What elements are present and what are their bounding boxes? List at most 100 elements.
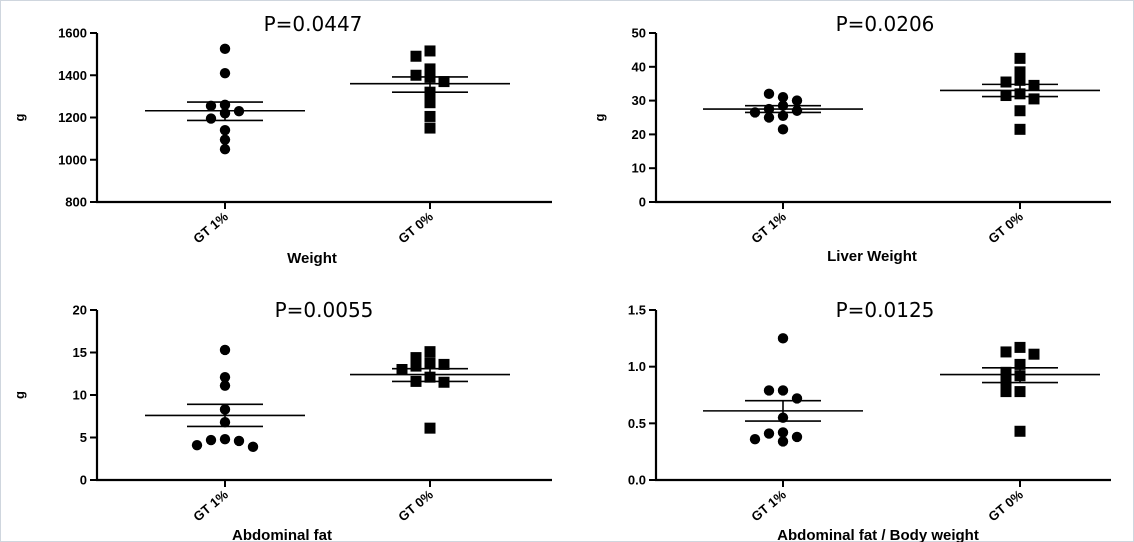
data-point	[1028, 93, 1040, 105]
chart-title: P=0.0206	[836, 12, 935, 36]
data-point	[777, 100, 789, 111]
series-group-2	[940, 52, 1100, 135]
x-tick-label: GT 1%	[190, 209, 231, 247]
y-tick-label: 800	[65, 195, 87, 210]
data-point	[410, 69, 422, 81]
data-point	[219, 67, 231, 79]
data-point	[763, 428, 775, 439]
y-tick-label: 0.5	[628, 416, 646, 431]
data-point	[219, 43, 231, 55]
y-tick-label: 15	[73, 345, 87, 360]
data-point	[777, 385, 789, 396]
x-tick-label: GT 0%	[395, 487, 436, 525]
data-point	[749, 107, 761, 118]
data-point	[1000, 90, 1012, 102]
series-group-1	[145, 43, 305, 155]
data-point	[438, 376, 450, 388]
data-point	[219, 143, 231, 155]
chart-panel-1: P=0.0447 800 1000 1200 1400 1600 g GT 1% GT 0% We…	[12, 12, 552, 267]
x-tick-label: GT 1%	[748, 209, 789, 247]
data-point	[1000, 76, 1012, 88]
data-point	[777, 427, 789, 438]
data-point	[777, 412, 789, 423]
data-point	[438, 358, 450, 370]
data-point	[219, 380, 231, 391]
data-point	[1000, 346, 1012, 358]
data-point	[424, 71, 436, 83]
data-point	[777, 333, 789, 344]
y-tick-label: 40	[632, 59, 646, 74]
series-group-1	[703, 88, 863, 135]
x-tick-label: GT 0%	[395, 209, 436, 247]
data-point	[219, 371, 231, 383]
data-point	[410, 375, 422, 387]
chart-title: P=0.0125	[836, 298, 935, 322]
data-point	[1028, 79, 1040, 91]
chart-title: P=0.0447	[264, 12, 363, 36]
data-point	[424, 110, 436, 122]
data-point	[191, 439, 203, 451]
x-axis-label: Weight	[287, 250, 337, 267]
data-point	[777, 110, 789, 122]
data-point	[410, 50, 422, 62]
data-point	[219, 99, 231, 111]
data-point	[219, 404, 231, 415]
x-tick-label: GT 1%	[748, 487, 789, 525]
data-point	[1014, 88, 1026, 100]
y-tick-label: 1400	[58, 68, 87, 83]
data-point	[1014, 66, 1026, 78]
data-point	[1014, 74, 1026, 86]
data-point	[219, 124, 231, 136]
data-point	[233, 105, 245, 117]
y-tick-label: 10	[632, 161, 646, 176]
y-tick-label: 1600	[58, 26, 87, 41]
series-group-2	[940, 341, 1100, 437]
data-point	[1014, 358, 1026, 370]
y-tick-label: 0.0	[628, 473, 646, 488]
series-group-1	[145, 344, 305, 453]
data-point	[205, 100, 217, 112]
data-point	[247, 441, 259, 453]
data-point	[1014, 425, 1026, 437]
data-point	[424, 422, 436, 434]
x-tick-label: GT 1%	[190, 487, 231, 525]
data-point	[438, 76, 450, 88]
x-tick-label: GT 0%	[985, 209, 1026, 247]
y-axis-label: g	[12, 391, 27, 399]
data-point	[1014, 386, 1026, 398]
data-point	[1014, 370, 1026, 382]
data-point	[424, 97, 436, 109]
data-point	[1014, 52, 1026, 64]
y-tick-label: 1000	[58, 152, 87, 167]
data-point	[219, 134, 231, 145]
data-point	[424, 357, 436, 369]
data-point	[219, 417, 231, 428]
data-point	[219, 434, 231, 445]
data-point	[424, 371, 436, 383]
data-point	[763, 88, 775, 100]
data-point	[1028, 348, 1040, 360]
data-point	[233, 435, 245, 447]
y-tick-label: 0	[639, 195, 646, 210]
data-point	[1000, 386, 1012, 398]
data-point	[424, 86, 436, 98]
data-point	[219, 108, 231, 119]
data-point	[410, 352, 422, 364]
data-point	[791, 95, 803, 106]
y-tick-label: 1.0	[628, 359, 646, 374]
x-axis-label: Liver Weight	[827, 248, 917, 265]
data-point	[424, 346, 436, 358]
x-axis-label: Abdominal fat	[232, 527, 332, 542]
data-point	[1014, 105, 1026, 117]
data-point	[749, 434, 761, 445]
data-point	[791, 105, 803, 116]
data-point	[205, 434, 217, 446]
data-point	[424, 122, 436, 134]
data-point	[763, 385, 775, 396]
y-tick-label: 10	[73, 388, 87, 403]
y-tick-label: 5	[80, 430, 87, 445]
y-tick-label: 20	[73, 303, 87, 318]
chart-panel-2: P=0.0206 0 10 20 30 40 50 g GT 1% GT 0% Liver Weig…	[592, 12, 1111, 265]
